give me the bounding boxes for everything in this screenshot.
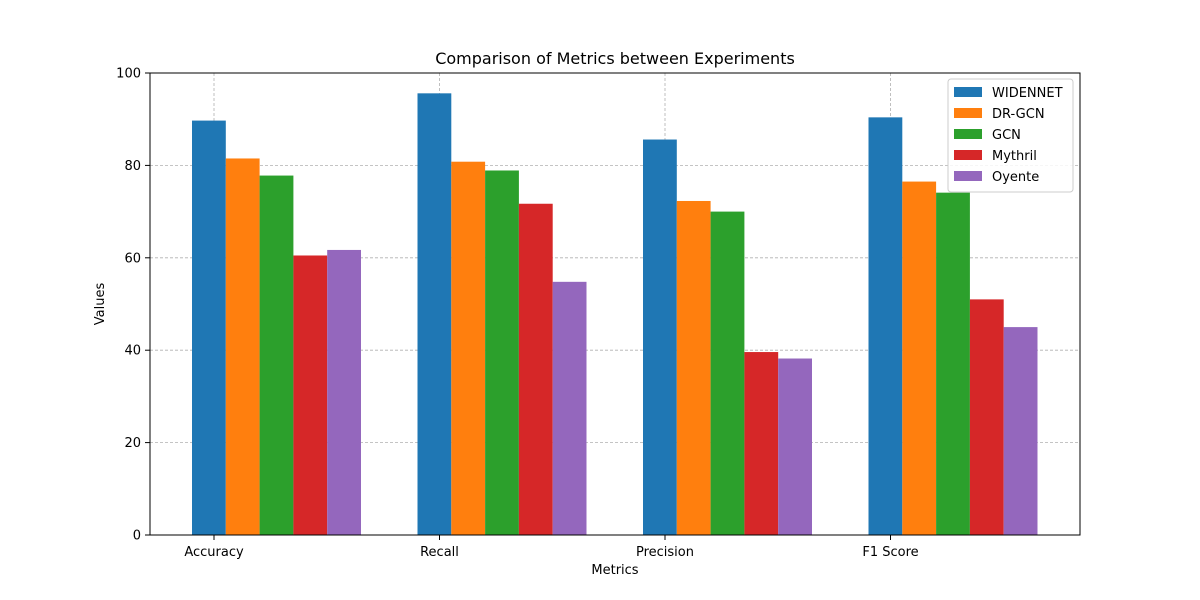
chart-title: Comparison of Metrics between Experiment… — [435, 49, 795, 68]
legend-label: Oyente — [992, 170, 1039, 185]
bar-gcn-accuracy — [259, 175, 294, 535]
y-axis-title: Values — [93, 283, 108, 326]
y-tick-label: 0 — [133, 529, 141, 544]
bar-dr-gcn-accuracy — [225, 158, 260, 535]
bar-dr-gcn-precision — [676, 200, 711, 535]
bar-oyente-f1-score — [1003, 327, 1038, 535]
bar-oyente-accuracy — [327, 249, 361, 536]
y-tick-label: 80 — [124, 159, 141, 174]
bar-dr-gcn-f1-score — [902, 181, 937, 535]
legend-swatch — [954, 108, 982, 118]
legend-label: DR-GCN — [992, 107, 1045, 122]
bar-oyente-recall — [552, 281, 587, 535]
bar-mythril-precision — [744, 352, 779, 535]
bar-dr-gcn-recall — [451, 161, 486, 536]
bar-mythril-accuracy — [293, 255, 328, 536]
legend-box — [947, 78, 1074, 193]
y-tick-label: 60 — [124, 251, 141, 266]
axes: 0 20 40 60 80 100 Accuracy Recall Precision F1 Sc… — [116, 67, 1081, 560]
bar-widennet-f1-score — [868, 117, 903, 536]
bar-gcn-f1-score — [936, 192, 970, 535]
legend-label: Mythril — [992, 149, 1037, 164]
bar-gcn-precision — [710, 211, 745, 535]
legend: WIDENNET DR-GCN GCN Mythril Oyente — [947, 78, 1074, 193]
y-tick-label: 40 — [124, 344, 141, 359]
x-tick-label: Recall — [420, 545, 459, 560]
plot-frame — [149, 72, 1081, 536]
legend-swatch — [954, 129, 982, 139]
bar-widennet-recall — [417, 93, 452, 535]
x-tick-label: Precision — [636, 545, 694, 560]
bar-mythril-recall — [518, 203, 553, 535]
bar-widennet-accuracy — [192, 120, 226, 535]
x-axis-title: Metrics — [591, 563, 638, 578]
bar-gcn-recall — [485, 170, 519, 535]
bar-oyente-precision — [778, 358, 812, 535]
y-tick-label: 100 — [116, 67, 141, 82]
y-tick-label: 20 — [124, 436, 141, 451]
legend-swatch — [954, 171, 982, 181]
x-tick-label: F1 Score — [862, 545, 918, 560]
x-tick-label: Accuracy — [184, 545, 244, 560]
bar-widennet-precision — [643, 139, 677, 535]
legend-label: GCN — [992, 128, 1021, 143]
legend-swatch — [954, 150, 982, 160]
legend-swatch — [954, 87, 982, 97]
legend-label: WIDENNET — [992, 86, 1063, 101]
bar-mythril-f1-score — [969, 299, 1004, 535]
bars — [192, 93, 1038, 536]
